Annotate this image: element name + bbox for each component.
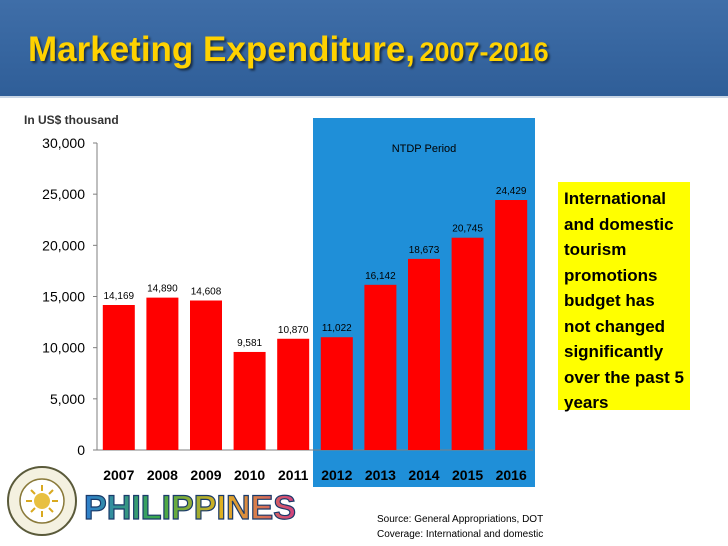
y-tick-label: 5,000	[50, 391, 85, 407]
bar-2010	[233, 351, 266, 450]
value-label-2011: 10,870	[278, 325, 309, 336]
slide-title: Marketing Expenditure, 2007-2016	[28, 30, 549, 70]
bar-2011	[277, 338, 310, 450]
bar-2014	[408, 258, 440, 450]
x-tick-label-2016: 2016	[496, 467, 527, 483]
bar-2016	[495, 200, 528, 450]
value-label-2013: 16,142	[365, 271, 396, 282]
x-tick-label-2013: 2013	[365, 467, 396, 483]
department-seal-logo	[7, 466, 77, 536]
bar-2008	[146, 297, 179, 450]
bar-2007	[102, 305, 135, 450]
value-label-2015: 20,745	[452, 224, 483, 235]
y-tick-label: 15,000	[42, 289, 85, 305]
value-label-2016: 24,429	[496, 186, 527, 197]
svg-text:PHILIPPINES: PHILIPPINES	[84, 489, 296, 527]
x-tick-label-2009: 2009	[190, 467, 221, 483]
value-label-2010: 9,581	[237, 338, 262, 349]
x-tick-label-2008: 2008	[147, 467, 178, 483]
bar-2015	[451, 237, 484, 450]
bar-2009	[190, 300, 222, 450]
units-label: In US$ thousand	[24, 113, 119, 127]
bar-2013	[364, 284, 397, 450]
y-tick-label: 0	[77, 442, 85, 458]
value-label-2008: 14,890	[147, 284, 178, 295]
y-tick-label: 25,000	[42, 186, 85, 202]
ntdp-period-label: NTDP Period	[392, 143, 457, 155]
bar-2012	[320, 337, 353, 450]
value-label-2009: 14,608	[191, 287, 222, 298]
callout-box: International and domestic tourism promo…	[558, 182, 690, 412]
value-label-2014: 18,673	[409, 245, 440, 256]
value-label-2012: 11,022	[322, 323, 352, 334]
title-bar: Marketing Expenditure, 2007-2016	[0, 0, 728, 98]
x-tick-label-2010: 2010	[234, 467, 265, 483]
y-tick-label: 10,000	[42, 340, 85, 356]
coverage-line: Coverage: International and domestic	[377, 529, 544, 540]
x-tick-label-2007: 2007	[103, 467, 134, 483]
value-label-2007: 14,169	[104, 291, 135, 302]
source-line: Source: General Appropriations, DOT	[377, 514, 544, 525]
title-main: Marketing Expenditure,	[28, 30, 416, 69]
x-tick-label-2014: 2014	[408, 467, 439, 483]
philippines-logo: PHILIPPINES	[83, 488, 296, 527]
x-tick-label-2011: 2011	[278, 467, 309, 483]
title-years: 2007-2016	[419, 37, 549, 67]
x-tick-label-2012: 2012	[321, 467, 352, 483]
y-tick-label: 30,000	[42, 135, 85, 151]
source-note: Source: General Appropriations, DOT Cove…	[377, 512, 543, 542]
x-tick-label-2015: 2015	[452, 467, 483, 483]
y-tick-label: 20,000	[42, 237, 85, 253]
